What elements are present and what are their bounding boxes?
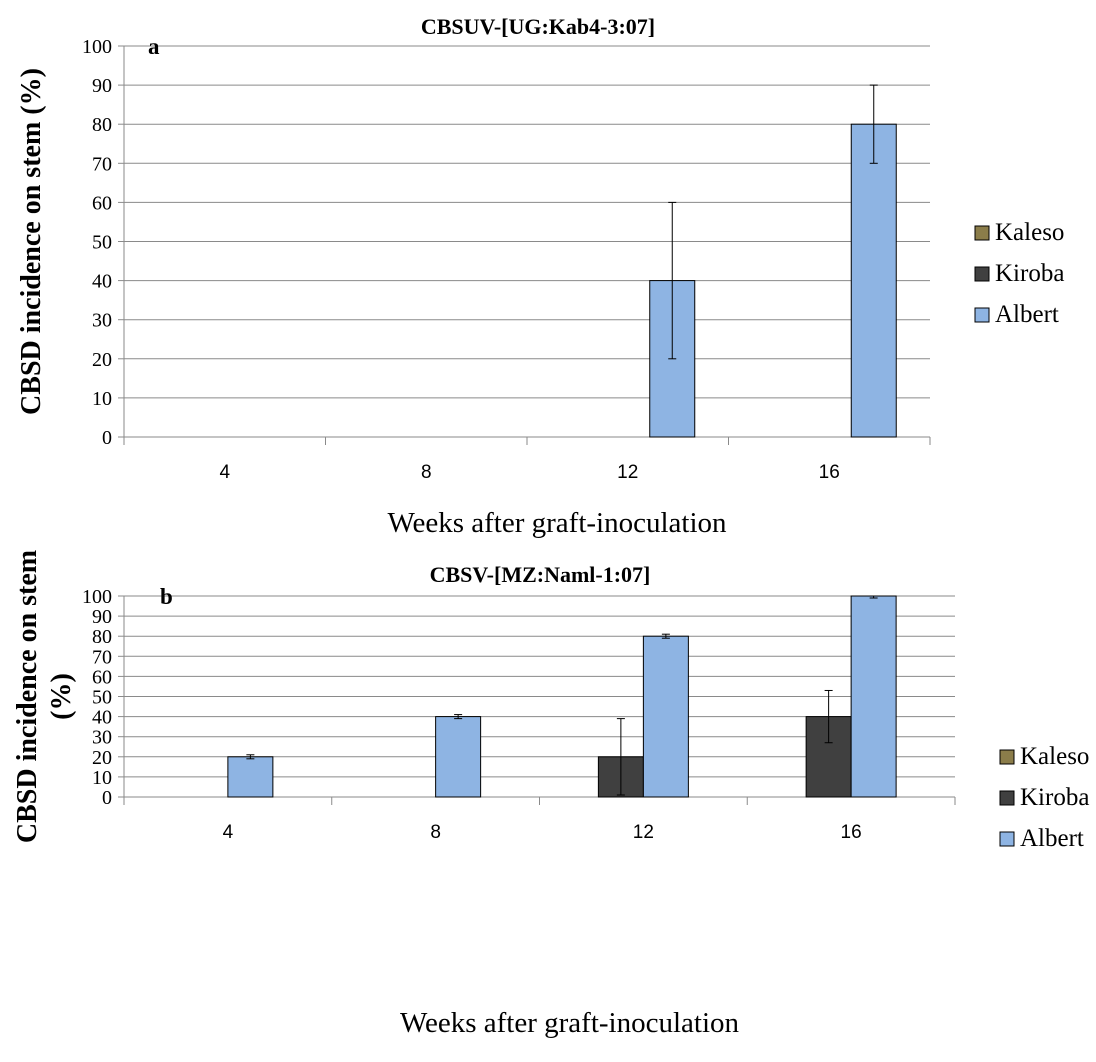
x-tick-label: 4: [223, 822, 234, 843]
legend-swatch-albert: [974, 307, 990, 323]
y-tick-label: 100: [82, 36, 112, 58]
y-tick-label: 90: [92, 606, 112, 628]
legend-label-kaleso: Kaleso: [1020, 743, 1089, 770]
y-tick-label: 10: [92, 388, 112, 410]
legend-swatch-kiroba: [974, 266, 990, 282]
legend-swatch-kaleso: [974, 225, 990, 241]
legend-label-kaleso: Kaleso: [995, 219, 1064, 246]
legend-label-albert: Albert: [1020, 825, 1084, 852]
x-axis-label: Weeks after graft-inoculation: [400, 1007, 740, 1039]
panel-label: b: [160, 584, 173, 609]
y-tick-label: 100: [82, 586, 112, 608]
x-tick-label: 8: [421, 462, 432, 483]
chart-title: CBSV-[MZ:Naml-1:07]: [430, 562, 651, 587]
y-axis-label: CBSD incidence on stem (%): [12, 550, 77, 843]
x-tick-label: 4: [219, 462, 230, 483]
x-tick-label: 16: [841, 822, 862, 843]
legend-label-albert: Albert: [995, 301, 1059, 328]
y-tick-label: 70: [92, 153, 112, 175]
y-tick-label: 60: [92, 666, 112, 688]
y-tick-label: 90: [92, 75, 112, 97]
legend-swatch-albert: [999, 831, 1015, 847]
x-axis-label: Weeks after graft-inoculation: [387, 507, 727, 539]
x-tick-label: 16: [819, 462, 840, 483]
panel-label: a: [148, 34, 160, 59]
y-tick-label: 50: [92, 687, 112, 709]
legend-swatch-kiroba: [999, 790, 1015, 806]
y-axis-label: CBSD incidence on stem (%): [16, 68, 47, 415]
bar-albert: [850, 123, 897, 438]
y-axis-label-line: CBSD incidence on stem: [12, 550, 43, 843]
legend-swatch-kaleso: [999, 749, 1015, 765]
y-tick-label: 40: [92, 707, 112, 729]
y-tick-label: 80: [92, 626, 112, 648]
bar-albert: [435, 716, 482, 798]
y-tick-label: 70: [92, 646, 112, 668]
bar-albert: [227, 756, 274, 798]
y-tick-label: 10: [92, 767, 112, 789]
chart-title: CBSUV-[UG:Kab4-3:07]: [421, 14, 655, 39]
y-tick-label: 0: [102, 427, 112, 449]
y-tick-label: 80: [92, 114, 112, 136]
x-tick-label: 12: [633, 822, 654, 843]
y-tick-label: 40: [92, 271, 112, 293]
legend-label-kiroba: Kiroba: [1020, 784, 1089, 811]
x-tick-label: 8: [430, 822, 441, 843]
y-tick-label: 30: [92, 310, 112, 332]
x-tick-label: 12: [617, 462, 638, 483]
y-tick-label: 50: [92, 232, 112, 254]
y-axis-label-line: (%): [46, 673, 77, 720]
y-tick-label: 30: [92, 727, 112, 749]
bar-albert: [850, 595, 897, 798]
y-tick-label: 60: [92, 192, 112, 214]
y-tick-label: 0: [102, 787, 112, 809]
legend-label-kiroba: Kiroba: [995, 260, 1064, 287]
y-tick-label: 20: [92, 747, 112, 769]
y-tick-label: 20: [92, 349, 112, 371]
chart-panel-a: 0 10 20 30 40 50 60 70 80 90 100 4 8 12 16 CBSUV-[UG:Ka…: [16, 14, 1064, 539]
bar-albert: [642, 635, 689, 798]
